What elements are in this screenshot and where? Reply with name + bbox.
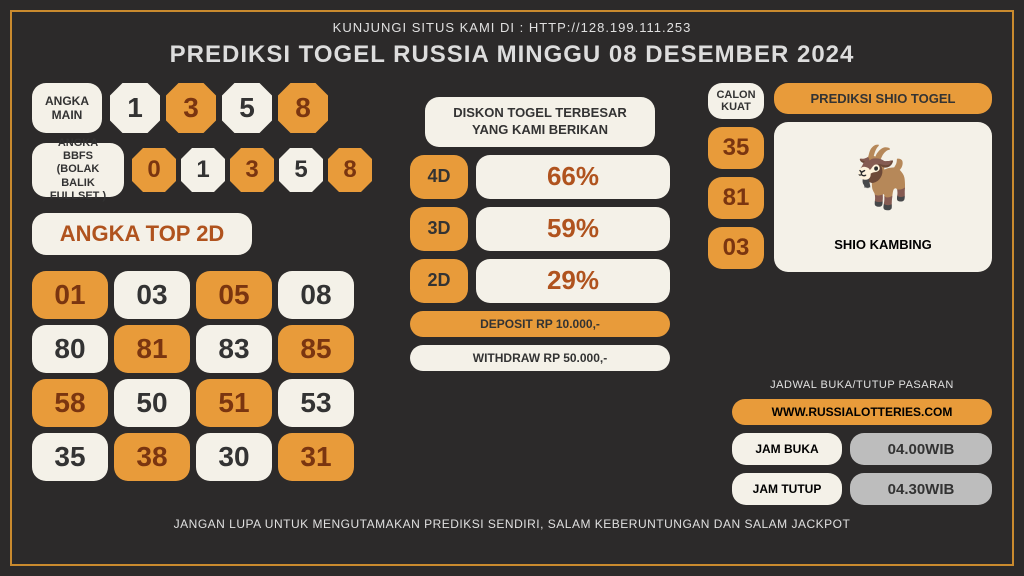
top2d-cell: 51 [196, 379, 272, 427]
top2d-cell: 81 [114, 325, 190, 373]
angka-main-digit: 1 [110, 83, 160, 133]
top2d-cell: 08 [278, 271, 354, 319]
bbfs-digit: 5 [279, 148, 323, 192]
schedule-label: JADWAL BUKA/TUTUP PASARAN [732, 379, 992, 391]
top2d-cell: 58 [32, 379, 108, 427]
angka-bbfs-label: ANGKA BBFS (BOLAK BALIK FULLSET ) [32, 143, 124, 197]
calon-kuat-number: 03 [708, 227, 764, 269]
shio-section: CALON KUAT 35 81 03 PREDIKSI SHIO TOGEL 🐐 … [708, 83, 992, 272]
top2d-cell: 30 [196, 433, 272, 481]
top2d-grid: 01030508 80818385 58505153 35383031 [32, 271, 372, 481]
diskon-key: 2D [410, 259, 468, 303]
top2d-cell: 50 [114, 379, 190, 427]
jam-tutup-value: 04.30WIB [850, 473, 992, 505]
angka-main-digit: 5 [222, 83, 272, 133]
page-title: PREDIKSI TOGEL RUSSIA MINGGU 08 DESEMBER… [32, 41, 992, 69]
jam-buka-label: JAM BUKA [732, 433, 842, 465]
calon-kuat-label: CALON KUAT [708, 83, 764, 119]
calon-kuat-number: 81 [708, 177, 764, 219]
diskon-key: 4D [410, 155, 468, 199]
shio-name: SHIO KAMBING [834, 237, 932, 252]
goat-icon: 🐐 [846, 142, 921, 213]
top2d-cell: 03 [114, 271, 190, 319]
deposit-pill: DEPOSIT RP 10.000,- [410, 311, 670, 337]
jam-buka-value: 04.00WIB [850, 433, 992, 465]
diskon-label: DISKON TOGEL TERBESAR YANG KAMI BERIKAN [425, 97, 655, 147]
top2d-cell: 05 [196, 271, 272, 319]
bbfs-digit: 3 [230, 148, 274, 192]
bbfs-digit: 8 [328, 148, 372, 192]
shio-image-box: 🐐 SHIO KAMBING [774, 122, 992, 272]
diskon-row: 3D59% [410, 207, 670, 251]
top2d-label: ANGKA TOP 2D [32, 213, 252, 255]
diskon-row: 2D29% [410, 259, 670, 303]
withdraw-pill: WITHDRAW RP 50.000,- [410, 345, 670, 371]
footer-text: JANGAN LUPA UNTUK MENGUTAMAKAN PREDIKSI … [32, 517, 992, 531]
shio-title: PREDIKSI SHIO TOGEL [774, 83, 992, 114]
bbfs-digit: 1 [181, 148, 225, 192]
diskon-val: 29% [476, 259, 670, 303]
top2d-cell: 53 [278, 379, 354, 427]
bbfs-digit: 0 [132, 148, 176, 192]
top2d-cell: 35 [32, 433, 108, 481]
top2d-cell: 83 [196, 325, 272, 373]
top2d-cell: 38 [114, 433, 190, 481]
top-url-banner: KUNJUNGI SITUS KAMI DI : HTTP://128.199.… [32, 20, 992, 35]
angka-main-digit: 3 [166, 83, 216, 133]
jam-tutup-label: JAM TUTUP [732, 473, 842, 505]
angka-bbfs-row: ANGKA BBFS (BOLAK BALIK FULLSET ) 01358 [32, 143, 372, 197]
top2d-cell: 80 [32, 325, 108, 373]
calon-kuat-number: 35 [708, 127, 764, 169]
angka-main-digit: 8 [278, 83, 328, 133]
top2d-cell: 31 [278, 433, 354, 481]
diskon-val: 66% [476, 155, 670, 199]
angka-main-row: ANGKA MAIN 1358 [32, 83, 372, 133]
diskon-row: 4D66% [410, 155, 670, 199]
diskon-val: 59% [476, 207, 670, 251]
diskon-key: 3D [410, 207, 468, 251]
top2d-cell: 85 [278, 325, 354, 373]
top2d-cell: 01 [32, 271, 108, 319]
angka-main-label: ANGKA MAIN [32, 83, 102, 133]
site-url-pill: WWW.RUSSIALOTTERIES.COM [732, 399, 992, 425]
